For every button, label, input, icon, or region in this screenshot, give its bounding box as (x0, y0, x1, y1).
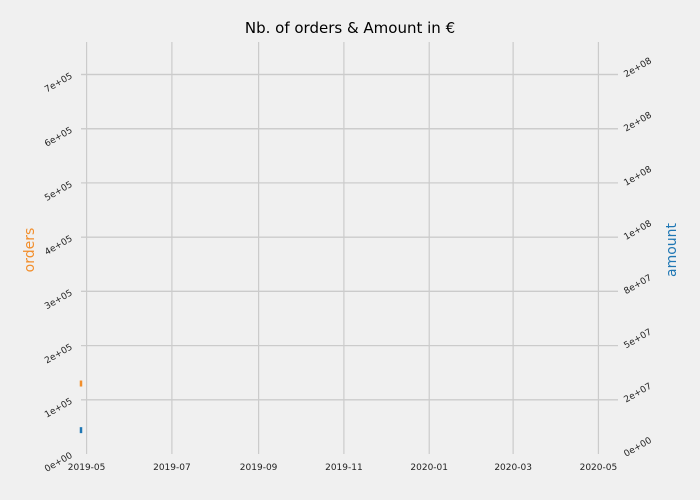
y-right-tick-label: 5e+07 (623, 327, 654, 351)
y-right-tick-label: 1e+08 (623, 219, 654, 243)
chart-title: Nb. of orders & Amount in € (245, 19, 455, 37)
grid (81, 42, 618, 454)
y-axis-right-label: amount (664, 222, 680, 277)
y-left-tick-label: 4e+05 (43, 234, 74, 258)
y-left-tick-label: 5e+05 (43, 180, 74, 204)
x-tick-label: 2020-03 (494, 463, 532, 473)
y-right-tick-label: 1e+08 (623, 165, 654, 189)
y-axis-right-ticks: 0e+00 2e+07 5e+07 8e+07 1e+08 1e+08 2e+08 2e+08 (623, 56, 654, 459)
y-left-tick-label: 2e+05 (43, 343, 74, 367)
y-left-tick-label: 7e+05 (43, 71, 74, 95)
y-axis-left-label: orders (22, 228, 38, 273)
x-tick-label: 2019-07 (153, 463, 191, 473)
x-axis-ticks: 2019-05 2019-07 2019-09 2019-11 2020-01 2020-… (68, 463, 617, 473)
x-tick-label: 2019-11 (325, 463, 363, 473)
y-right-tick-label: 2e+08 (623, 56, 654, 80)
y-left-tick-label: 1e+05 (43, 397, 74, 421)
y-right-tick-label: 2e+07 (623, 382, 654, 406)
plot-background (81, 42, 618, 454)
x-tick-label: 2020-01 (410, 463, 448, 473)
y-right-tick-label: 0e+00 (623, 436, 654, 460)
x-tick-label: 2019-05 (68, 463, 106, 473)
y-left-tick-label: 6e+05 (43, 126, 74, 150)
y-left-tick-label: 3e+05 (43, 288, 74, 312)
x-tick-label: 2019-09 (240, 463, 278, 473)
y-right-tick-label: 8e+07 (623, 273, 654, 297)
y-right-tick-label: 2e+08 (623, 110, 654, 134)
x-tick-label: 2020-05 (580, 463, 618, 473)
